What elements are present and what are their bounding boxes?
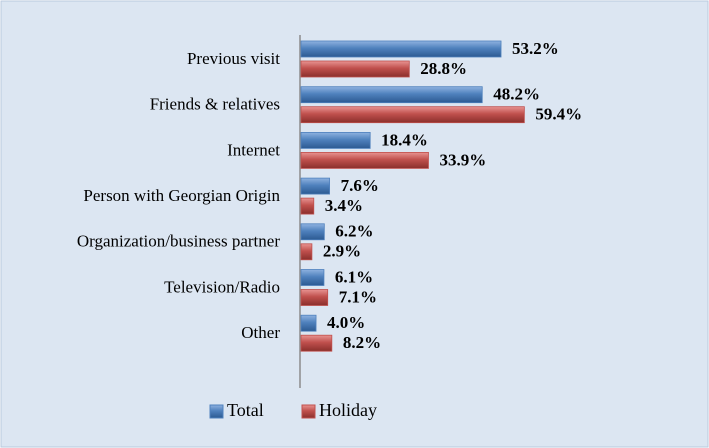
bar: [300, 131, 371, 149]
bar: [300, 86, 483, 104]
category-label: Organization/business partner: [77, 232, 281, 251]
legend-label: Holiday: [319, 400, 377, 420]
legend-swatch: [301, 404, 316, 419]
legend-label: Total: [227, 400, 264, 420]
value-label: 18.4%: [381, 130, 428, 149]
legend-swatch: [209, 404, 224, 419]
bar: [300, 223, 325, 241]
value-label: 28.8%: [420, 59, 467, 78]
value-label: 48.2%: [493, 85, 540, 104]
value-label: 6.2%: [335, 222, 373, 241]
bar: [300, 314, 317, 332]
category-label: Friends & relatives: [150, 95, 280, 114]
value-label: 2.9%: [323, 242, 361, 261]
category-label: Person with Georgian Origin: [83, 186, 280, 205]
value-label: 59.4%: [535, 105, 582, 124]
value-label: 3.4%: [325, 196, 363, 215]
value-label: 6.1%: [335, 267, 373, 286]
bar: [300, 60, 410, 78]
category-label: Previous visit: [187, 49, 280, 68]
bar: [300, 334, 333, 352]
value-label: 33.9%: [439, 150, 486, 169]
value-label: 7.1%: [339, 287, 377, 306]
bar: [300, 243, 313, 261]
bar: [300, 40, 502, 58]
bar: [300, 177, 330, 195]
category-label: Television/Radio: [164, 277, 280, 296]
category-label: Other: [241, 323, 280, 342]
value-label: 7.6%: [341, 176, 379, 195]
bar: [300, 197, 315, 215]
bar: [300, 151, 429, 169]
bar: [300, 269, 325, 286]
category-label: Internet: [227, 140, 280, 159]
bar: [300, 106, 525, 124]
value-label: 53.2%: [512, 39, 559, 58]
value-label: 8.2%: [343, 333, 381, 352]
value-label: 4.0%: [327, 313, 365, 332]
bar: [300, 289, 329, 306]
